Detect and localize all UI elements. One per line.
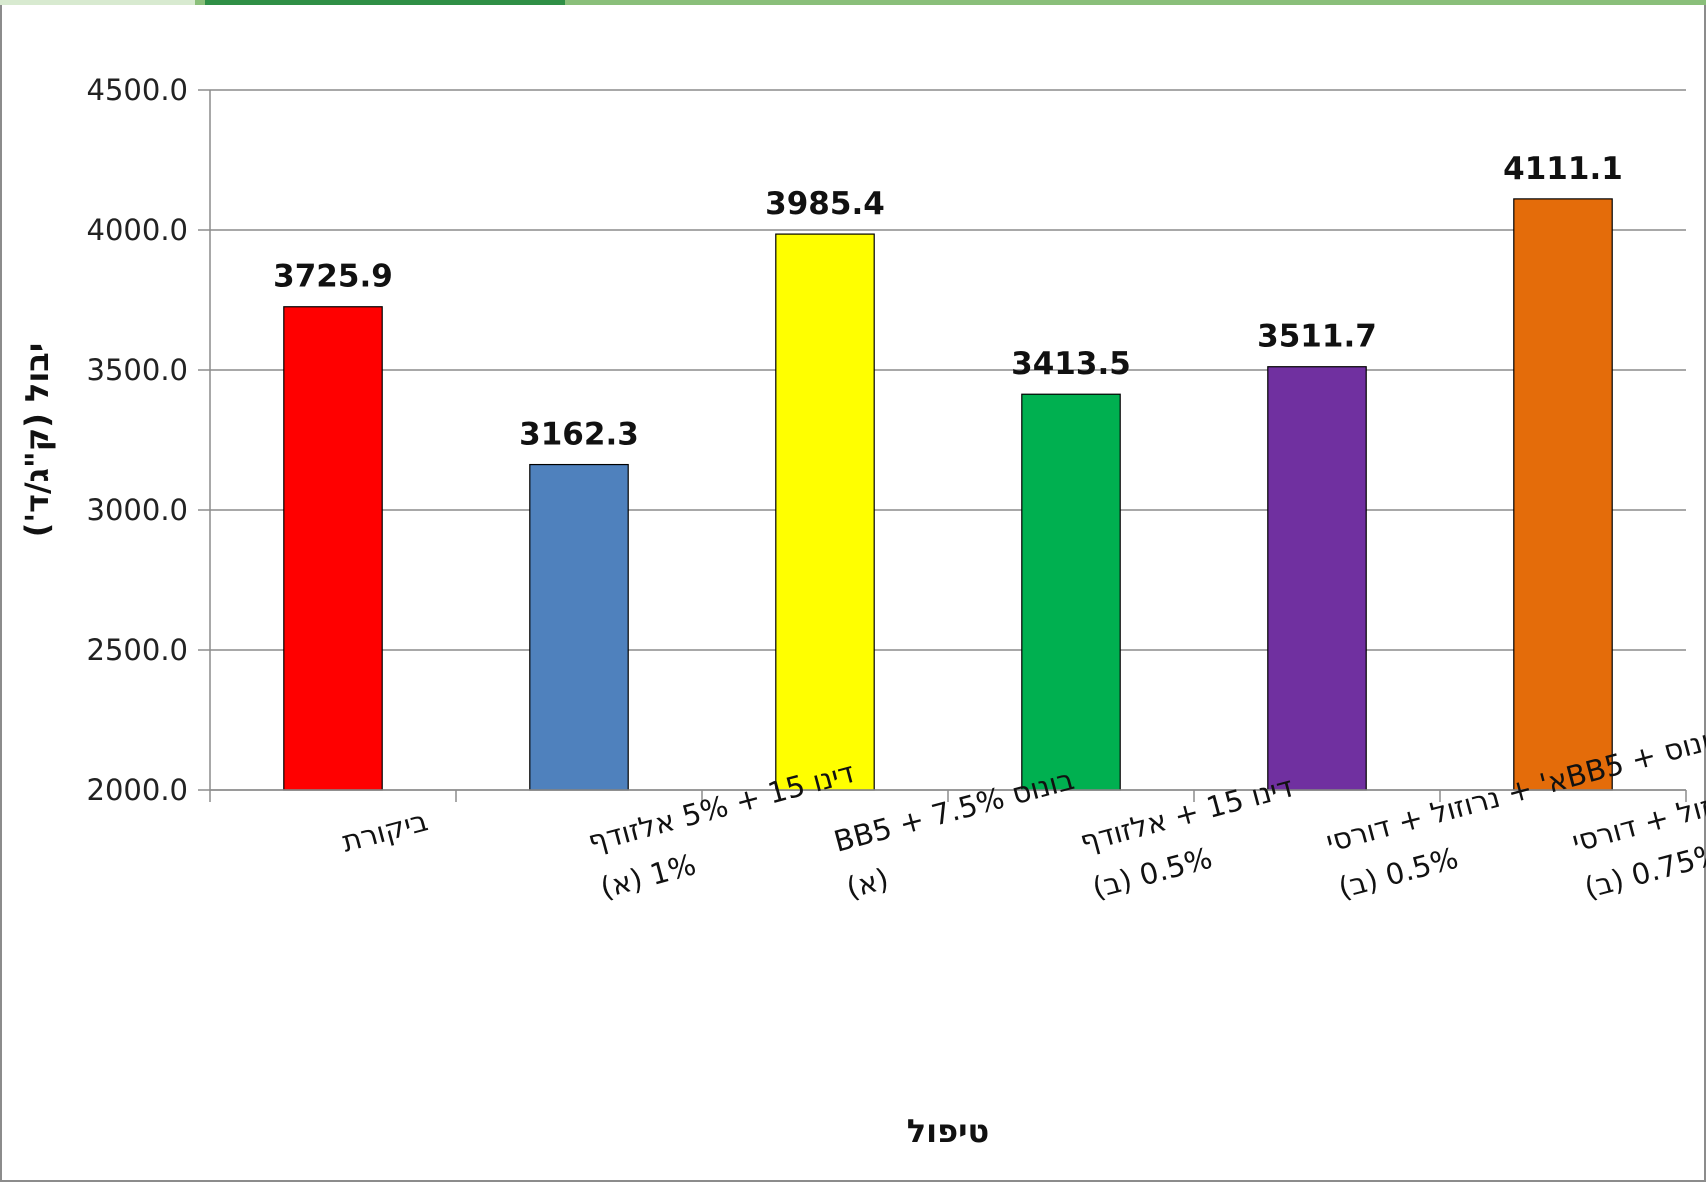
y-tick-label: 3000.0 xyxy=(87,493,188,527)
top-accent-strip xyxy=(0,0,1706,5)
y-tick-label: 4000.0 xyxy=(87,213,188,247)
axes xyxy=(209,90,1687,802)
bar xyxy=(775,233,875,791)
category-label-line: ביקורת xyxy=(338,803,431,858)
y-tick-label: 2000.0 xyxy=(87,773,188,807)
bar xyxy=(1267,366,1367,791)
bar xyxy=(1513,198,1613,791)
y-tick-label: 3500.0 xyxy=(87,353,188,387)
category-label-line: 1% (א) xyxy=(597,847,700,905)
y-tick-label: 2500.0 xyxy=(87,633,188,667)
bar xyxy=(1021,393,1121,791)
top-accent-strip-light xyxy=(0,0,195,5)
top-accent-strip-dark xyxy=(205,0,565,5)
value-labels: 3725.9 3162.3 3985.4 3413.5 3511.7 4111.1 xyxy=(273,151,1623,453)
bar xyxy=(283,306,383,791)
x-axis-title: טיפול xyxy=(907,1112,990,1150)
gridlines xyxy=(198,89,1686,791)
value-label: 3985.4 xyxy=(765,186,885,222)
value-label: 3162.3 xyxy=(519,417,639,453)
y-tick-label: 4500.0 xyxy=(87,73,188,107)
value-label: 4111.1 xyxy=(1503,151,1623,187)
category-label: ביקורת xyxy=(338,803,431,858)
y-axis-title: יבול (ק"ג/ד') xyxy=(18,343,56,538)
value-label: 3413.5 xyxy=(1011,346,1131,382)
y-axis-tick-labels: 2000.0 2500.0 3000.0 3500.0 4000.0 4500.0 xyxy=(87,73,188,807)
bar xyxy=(529,463,629,791)
category-label-line: (א) xyxy=(843,861,892,905)
bars xyxy=(283,198,1613,791)
value-label: 3511.7 xyxy=(1257,319,1377,355)
value-label: 3725.9 xyxy=(273,259,393,295)
